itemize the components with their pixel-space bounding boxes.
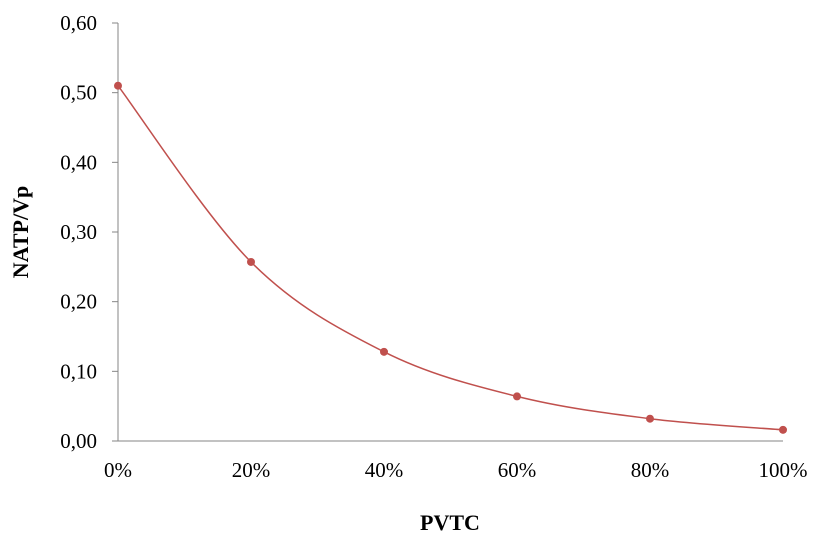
x-tick-label: 60% <box>498 458 537 482</box>
data-point-marker <box>380 347 388 356</box>
y-tick-label: 0,20 <box>60 290 97 314</box>
x-tick-label: 40% <box>365 458 404 482</box>
x-axis-title: PVTC <box>420 510 480 535</box>
x-tick-labels: 0% 20% 40% 60% 80% 100% <box>104 458 808 482</box>
data-series <box>114 81 787 434</box>
y-tick-label: 0,50 <box>60 81 97 105</box>
x-tick-label: 100% <box>759 458 808 482</box>
y-axis-title: NATP/Vp <box>8 186 33 279</box>
data-point-marker <box>779 425 787 434</box>
series-line <box>117 85 784 431</box>
data-point-marker <box>247 257 255 266</box>
y-tick-labels: 0,00 0,10 0,20 0,30 0,40 0,50 0,60 <box>60 11 118 453</box>
y-tick-label: 0,00 <box>60 429 97 453</box>
y-tick-label: 0,10 <box>60 359 97 383</box>
y-tick-label: 0,60 <box>60 11 97 35</box>
data-point-marker <box>646 414 654 423</box>
data-point-marker <box>114 81 122 90</box>
y-tick-label: 0,30 <box>60 220 97 244</box>
x-tick-label: 0% <box>104 458 132 482</box>
data-point-marker <box>513 392 521 401</box>
y-tick-label: 0,40 <box>60 150 97 174</box>
x-tick-label: 20% <box>232 458 271 482</box>
x-tick-label: 80% <box>631 458 670 482</box>
